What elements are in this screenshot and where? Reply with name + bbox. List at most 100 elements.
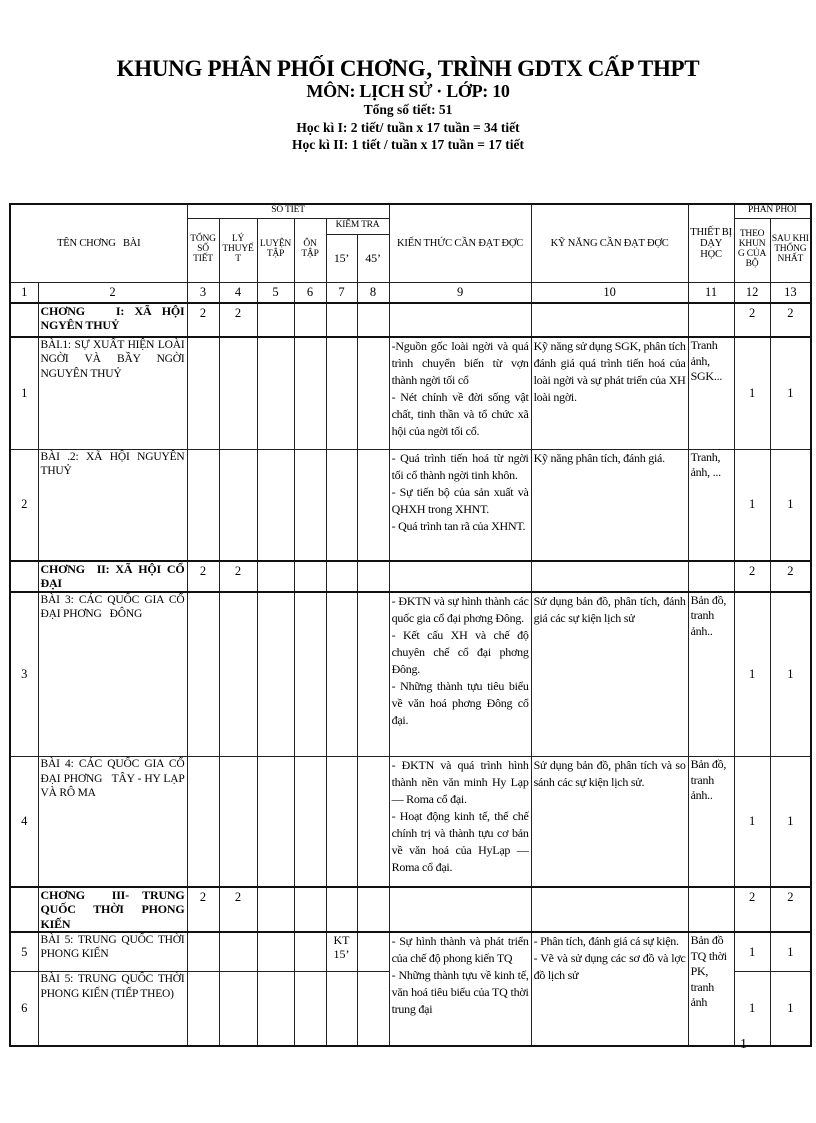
row-chapter-1: CHƠNG I: XÃ HỘI NGYÊN THUỶ 2 2 2 2 (9, 302, 812, 338)
chapter-2-title: CHƠNG II: XÃ HỘI CỔ ĐẠI (37, 560, 188, 593)
chapter-2-theo-khung: 2 (733, 560, 771, 593)
lesson-4-theo-khung: 1 (733, 756, 771, 888)
col-number-13: 13 (769, 281, 812, 304)
empty-cell (356, 931, 390, 973)
doc-title: KHUNG PHÂN PHỐI CHƠNG‚ TRÌNH GDTX CẤP TH… (116, 56, 700, 81)
empty-cell (293, 931, 327, 973)
doc-subtitle: MÔN: LỊCH SỬ · LỚP: 10 (306, 81, 510, 102)
lesson-5-6-thiet-bi: Bản đồ TQ thời PK, tranh ảnh (687, 931, 735, 1047)
col-header-theo-khung: THEO KHUNG CỦA BỘ (733, 217, 771, 283)
lesson-2-ky-nang: Kỹ năng phân tích, đánh giá. (530, 448, 689, 562)
col-number-4: 4 (218, 281, 258, 304)
col-header-luyen-tap: LUYỆN TẬP (256, 217, 295, 283)
chapter-1-ly-thuyet: 2 (218, 302, 258, 338)
empty-cell (9, 885, 39, 933)
empty-cell (356, 971, 390, 1047)
empty-cell (325, 756, 358, 888)
lesson-1-theo-khung: 1 (733, 336, 771, 450)
empty-cell (293, 756, 327, 888)
col-header-kien-thuc: KIẾN THỨC CẦN ĐẠT ĐỢC (388, 203, 532, 283)
col-header-tong-so-tiet: TỔNG SỐ TIẾT (186, 217, 220, 283)
empty-cell (293, 336, 327, 450)
empty-cell (325, 448, 358, 562)
empty-cell (687, 885, 735, 933)
empty-cell (687, 302, 735, 338)
lesson-5-6-ky-nang: - Phân tích, đánh giá cá sự kiện. - Vẽ v… (530, 931, 689, 1047)
lesson-1-thiet-bi: Tranh ảnh, SGK... (687, 336, 735, 450)
empty-cell (9, 302, 39, 338)
empty-cell (218, 591, 258, 758)
empty-cell (256, 885, 295, 933)
col-number-3: 3 (186, 281, 220, 304)
lesson-2-kien-thuc: - Quá trình tiến hoá từ ngời tối cổ thàn… (388, 448, 532, 562)
lesson-3-number: 3 (9, 591, 39, 758)
col-number-10: 10 (530, 281, 689, 304)
empty-cell (530, 302, 689, 338)
col-header-ly-thuyet: LÝ THUYẾT (218, 217, 258, 283)
col-header-ky-nang: KỸ NĂNG CẦN ĐẠT ĐỢC (530, 203, 689, 283)
col-header-on-tap: ÔN TẬP (293, 217, 327, 283)
empty-cell (356, 885, 390, 933)
lesson-4-ky-nang: Sử dụng bản đồ, phân tích và so sánh các… (530, 756, 689, 888)
col-number-12: 12 (733, 281, 771, 304)
empty-cell (186, 448, 220, 562)
chapter-3-tong-so-tiet: 2 (186, 885, 220, 933)
lesson-2-sau-khi: 1 (769, 448, 812, 562)
row-lesson-1: 1 BÀI.1: SỰ XUẤT HIỆN LOÀI NGỜI VÀ BẦY N… (9, 336, 812, 450)
empty-cell (325, 302, 358, 338)
lesson-5-theo-khung: 1 (733, 931, 771, 973)
lesson-2-number: 2 (9, 448, 39, 562)
lesson-5-title: BÀI 5: TRUNG QUỐC THỜI PHONG KIẾN (37, 931, 188, 973)
empty-cell (218, 448, 258, 562)
lesson-5-kiem-tra-15: KT 15’ (325, 931, 358, 973)
col-header-thiet-bi: THIẾT BỊ DẠY HỌC (687, 203, 735, 283)
lesson-6-number: 6 (9, 971, 39, 1047)
empty-cell (186, 336, 220, 450)
lesson-3-sau-khi: 1 (769, 591, 812, 758)
lesson-6-sau-khi: 1 (769, 971, 812, 1047)
lesson-4-thiet-bi: Bản đồ, tranh ảnh.. (687, 756, 735, 888)
empty-cell (256, 591, 295, 758)
col-number-1: 1 (9, 281, 39, 304)
lesson-3-ky-nang: Sử dụng bản đồ, phân tích, đánh giá các … (530, 591, 689, 758)
col-header-kiem-tra: KIỂM TRA (325, 217, 390, 235)
lesson-3-theo-khung: 1 (733, 591, 771, 758)
empty-cell (256, 756, 295, 888)
empty-cell (356, 756, 390, 888)
lesson-1-title: BÀI.1: SỰ XUẤT HIỆN LOÀI NGỜI VÀ BẦY NGỜ… (37, 336, 188, 450)
chapter-3-theo-khung: 2 (733, 885, 771, 933)
lesson-3-title: BÀI 3: CÁC QUỐC GIA CỔ ĐẠI PHƠNG ĐÔNG (37, 591, 188, 758)
lesson-3-thiet-bi: Bản đồ, tranh ảnh.. (687, 591, 735, 758)
total-periods-line: Tổng số tiết: 51 (363, 101, 453, 117)
row-chapter-3: CHƠNG III- TRUNG QUỐC THỜI PHONG KIẾN 2 … (9, 885, 812, 933)
empty-cell (186, 971, 220, 1047)
lesson-4-number: 4 (9, 756, 39, 888)
empty-cell (356, 448, 390, 562)
empty-cell (325, 885, 358, 933)
col-number-9: 9 (388, 281, 532, 304)
empty-cell (293, 591, 327, 758)
col-header-45min: 45’ (356, 233, 390, 283)
lesson-1-kien-thuc: -Nguồn gốc loài ngời và quá trình chuyển… (388, 336, 532, 450)
empty-cell (256, 971, 295, 1047)
col-number-2: 2 (37, 281, 188, 304)
lesson-5-6-kien-thuc: - Sự hình thành và phát triển của chế độ… (388, 931, 532, 1047)
empty-cell (325, 336, 358, 450)
page-number: 1 (740, 1037, 747, 1052)
col-header-so-tiet: SỐ TIẾT (186, 203, 390, 219)
empty-cell (293, 560, 327, 593)
empty-cell (293, 448, 327, 562)
empty-cell (356, 302, 390, 338)
empty-cell (256, 560, 295, 593)
empty-cell (325, 591, 358, 758)
row-lesson-2: 2 BÀI .2: XÃ HỘI NGUYÊN THUỶ - Quá trình… (9, 448, 812, 562)
lesson-2-theo-khung: 1 (733, 448, 771, 562)
empty-cell (530, 560, 689, 593)
column-number-row: 1 2 3 4 5 6 7 8 9 10 11 12 13 (9, 281, 812, 304)
empty-cell (218, 971, 258, 1047)
row-lesson-6: 6 BÀI 5: TRUNG QUỐC THỜI PHONG KIẾN (TIẾ… (9, 971, 812, 1047)
chapter-3-sau-khi: 2 (769, 885, 812, 933)
lesson-4-sau-khi: 1 (769, 756, 812, 888)
lesson-1-ky-nang: Kỹ năng sử dụng SGK, phân tích đánh giá … (530, 336, 689, 450)
